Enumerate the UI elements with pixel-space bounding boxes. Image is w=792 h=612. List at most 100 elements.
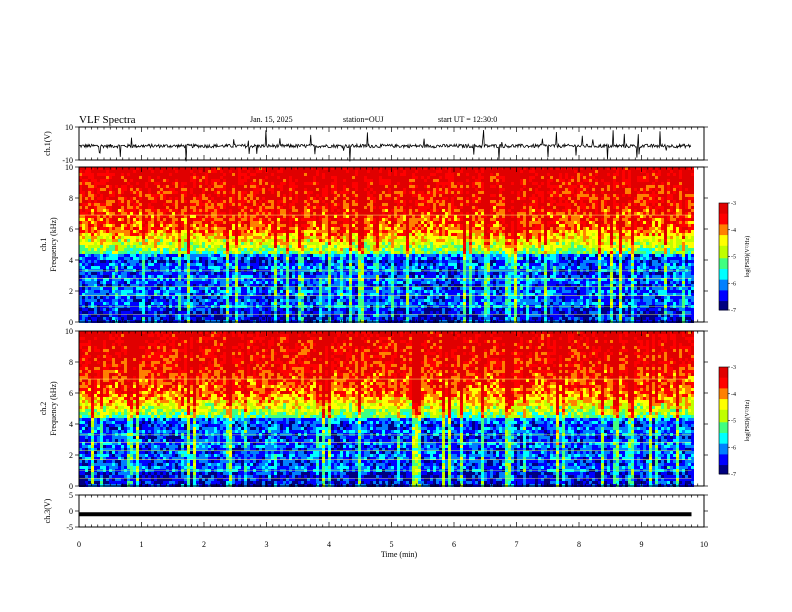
spectrogram-cell bbox=[289, 227, 292, 230]
spectrogram-cell bbox=[148, 176, 151, 179]
spectrogram-cell bbox=[196, 185, 199, 188]
spectrogram-cell bbox=[163, 191, 166, 194]
spectrogram-cell bbox=[349, 185, 352, 188]
spectrogram-cell bbox=[244, 197, 247, 200]
spectrogram-cell bbox=[685, 230, 688, 233]
spectrogram-cell bbox=[268, 233, 271, 236]
spectrogram-cell bbox=[466, 200, 469, 203]
spectrogram-cell bbox=[391, 233, 394, 236]
spectrogram-cell bbox=[190, 173, 193, 176]
spectrogram-cell bbox=[292, 230, 295, 233]
spectrogram-cell bbox=[115, 170, 118, 173]
spectrogram-cell bbox=[103, 191, 106, 194]
spectrogram-cell bbox=[286, 170, 289, 173]
spectrogram-cell bbox=[319, 215, 322, 218]
spectrogram-cell bbox=[355, 203, 358, 206]
spectrogram-cell bbox=[121, 215, 124, 218]
spectrogram-cell bbox=[127, 218, 130, 221]
spectrogram-cell bbox=[379, 203, 382, 206]
spectrogram-cell bbox=[685, 188, 688, 191]
spectrogram-cell bbox=[226, 191, 229, 194]
spectrogram-cell bbox=[103, 197, 106, 200]
spectrogram-cell bbox=[640, 224, 643, 227]
spectrogram-cell bbox=[283, 215, 286, 218]
spectrogram-cell bbox=[472, 227, 475, 230]
spectrogram-cell bbox=[127, 230, 130, 233]
spectrogram-cell bbox=[85, 173, 88, 176]
spectrogram-cell bbox=[451, 176, 454, 179]
spectrogram-cell bbox=[262, 179, 265, 182]
spectrogram-cell bbox=[226, 188, 229, 191]
spectrogram-cell bbox=[487, 230, 490, 233]
spectrogram-cell bbox=[241, 212, 244, 215]
spectrogram-cell bbox=[529, 212, 532, 215]
spectrogram-cell bbox=[307, 230, 310, 233]
spectrogram-cell bbox=[370, 224, 373, 227]
spectrogram-cell bbox=[649, 233, 652, 236]
spectrogram-cell bbox=[352, 185, 355, 188]
spectrogram-cell bbox=[256, 221, 259, 224]
spectrogram-cell bbox=[112, 233, 115, 236]
spectrogram-cell bbox=[229, 221, 232, 224]
spectrogram-cell bbox=[334, 188, 337, 191]
spectrogram-cell bbox=[214, 212, 217, 215]
spectrogram-cell bbox=[379, 194, 382, 197]
spectrogram-cell bbox=[85, 209, 88, 212]
spectrogram-cell bbox=[556, 224, 559, 227]
spectrogram-cell bbox=[532, 209, 535, 212]
spectrogram-cell bbox=[151, 230, 154, 233]
spectrogram-cell bbox=[556, 170, 559, 173]
spectrogram-cell bbox=[301, 215, 304, 218]
spectrogram-cell bbox=[322, 227, 325, 230]
spectrogram-cell bbox=[652, 176, 655, 179]
spectrogram-cell bbox=[196, 206, 199, 209]
spectrogram-cell bbox=[433, 197, 436, 200]
spectrogram-cell bbox=[607, 191, 610, 194]
spectrogram-cell bbox=[400, 203, 403, 206]
spectrogram-cell bbox=[91, 191, 94, 194]
spectrogram-cell bbox=[565, 191, 568, 194]
spectrogram-cell bbox=[487, 221, 490, 224]
spectrogram-cell bbox=[154, 194, 157, 197]
spectrogram-cell bbox=[349, 182, 352, 185]
spectrogram-cell bbox=[364, 188, 367, 191]
spectrogram-cell bbox=[301, 233, 304, 236]
spectrogram-cell bbox=[361, 185, 364, 188]
spectrogram-cell bbox=[463, 182, 466, 185]
spectrogram-cell bbox=[628, 191, 631, 194]
spectrogram-cell bbox=[493, 170, 496, 173]
spectrogram-cell bbox=[268, 191, 271, 194]
spectrogram-cell bbox=[238, 203, 241, 206]
spectrogram-cell bbox=[259, 230, 262, 233]
spectrogram-cell bbox=[412, 233, 415, 236]
spectrogram-cell bbox=[394, 191, 397, 194]
spectrogram-cell bbox=[247, 179, 250, 182]
spectrogram-cell bbox=[538, 182, 541, 185]
spectrogram-cell bbox=[631, 176, 634, 179]
spectrogram-cell bbox=[688, 179, 691, 182]
spectrogram-cell bbox=[409, 197, 412, 200]
spectrogram-cell bbox=[442, 197, 445, 200]
spectrogram-cell bbox=[613, 197, 616, 200]
spectrogram-cell bbox=[178, 197, 181, 200]
spectrogram-cell bbox=[538, 185, 541, 188]
spectrogram-cell bbox=[325, 185, 328, 188]
spectrogram-cell bbox=[346, 200, 349, 203]
spectrogram-cell bbox=[190, 227, 193, 230]
spectrogram-cell bbox=[352, 200, 355, 203]
spectrogram-cell bbox=[553, 215, 556, 218]
spectrogram-cell bbox=[244, 236, 247, 239]
spectrogram-cell bbox=[646, 176, 649, 179]
spectrogram-cell bbox=[244, 191, 247, 194]
spectrogram-cell bbox=[535, 209, 538, 212]
spectrogram-cell bbox=[319, 185, 322, 188]
spectrogram-cell bbox=[442, 194, 445, 197]
spectrogram-cell bbox=[367, 215, 370, 218]
spectrogram-cell bbox=[286, 224, 289, 227]
spectrogram-cell bbox=[532, 194, 535, 197]
spectrogram-cell bbox=[370, 191, 373, 194]
spectrogram-cell bbox=[565, 170, 568, 173]
spectrogram-cell bbox=[133, 182, 136, 185]
y-tick-label: 10 bbox=[65, 123, 73, 132]
spectrogram-cell bbox=[283, 176, 286, 179]
